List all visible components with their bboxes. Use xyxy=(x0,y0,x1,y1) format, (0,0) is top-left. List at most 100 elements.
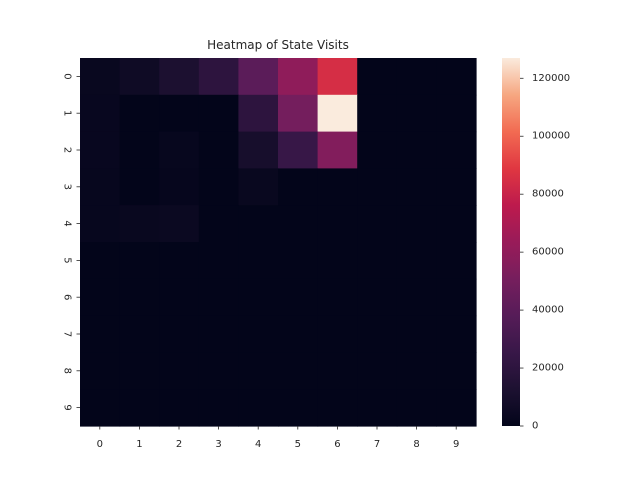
y-tick-label: 6 xyxy=(62,294,73,300)
heatmap-cell-4-7 xyxy=(357,205,398,243)
heatmap-cell-5-3 xyxy=(198,242,239,280)
heatmap-cell-4-6 xyxy=(317,205,358,243)
heatmap-cell-6-6 xyxy=(317,278,358,317)
heatmap-cell-1-3 xyxy=(198,94,239,133)
heatmap-cell-1-1 xyxy=(119,94,160,133)
heatmap-cell-2-8 xyxy=(396,131,437,169)
heatmap-cell-5-1 xyxy=(119,242,160,280)
heatmap-cell-1-2 xyxy=(159,94,200,133)
heatmap-cell-2-6 xyxy=(317,131,358,169)
heatmap-cell-2-5 xyxy=(278,131,319,169)
heatmap-cell-4-2 xyxy=(159,205,200,243)
colorbar-axis: 0 20000 40000 60000 80000 100000 120000 xyxy=(520,73,570,432)
x-axis: 0 1 2 3 4 5 6 7 8 9 xyxy=(97,426,459,450)
heatmap-cell-8-6 xyxy=(317,352,358,390)
heatmap-cell-5-9 xyxy=(436,242,477,280)
heatmap-cell-5-7 xyxy=(357,242,398,280)
colorbar-tick-label: 40000 xyxy=(532,305,564,316)
x-tick-label: 1 xyxy=(136,439,142,450)
colorbar xyxy=(502,58,520,426)
heatmap-cell-7-1 xyxy=(119,315,160,353)
heatmap-cell-7-6 xyxy=(317,315,358,353)
heatmap-cell-0-2 xyxy=(159,58,200,96)
heatmap-cell-0-7 xyxy=(357,58,398,96)
heatmap-cell-2-7 xyxy=(357,131,398,169)
x-tick-label: 6 xyxy=(334,439,340,450)
heatmap-cell-1-9 xyxy=(436,94,477,133)
heatmap-cell-3-3 xyxy=(198,168,239,206)
heatmap-cell-5-8 xyxy=(396,242,437,280)
heatmap-cell-4-8 xyxy=(396,205,437,243)
heatmap-cell-2-9 xyxy=(436,131,477,169)
heatmap-cell-5-5 xyxy=(278,242,319,280)
heatmap-cell-6-9 xyxy=(436,278,477,317)
heatmap-cell-4-4 xyxy=(238,205,279,243)
heatmap-cell-9-7 xyxy=(357,389,398,427)
x-tick-label: 5 xyxy=(295,439,301,450)
heatmap-cell-6-2 xyxy=(159,278,200,317)
heatmap-cell-3-8 xyxy=(396,168,437,206)
heatmap-cell-8-1 xyxy=(119,352,160,390)
heatmap-cell-2-4 xyxy=(238,131,279,169)
y-tick-label: 8 xyxy=(62,368,73,374)
heatmap-cell-0-0 xyxy=(80,58,121,96)
heatmap-cell-7-7 xyxy=(357,315,398,353)
heatmap-cell-6-7 xyxy=(357,278,398,317)
colorbar-tick-label: 60000 xyxy=(532,247,564,258)
heatmap-cell-1-4 xyxy=(238,94,279,133)
heatmap-cell-3-9 xyxy=(436,168,477,206)
heatmap-cell-5-4 xyxy=(238,242,279,280)
heatmap-cell-1-8 xyxy=(396,94,437,133)
heatmap-cell-4-0 xyxy=(80,205,121,243)
heatmap-cell-0-5 xyxy=(278,58,319,96)
heatmap-cell-8-4 xyxy=(238,352,279,390)
heatmap-cell-9-1 xyxy=(119,389,160,427)
y-tick-label: 2 xyxy=(62,147,73,153)
heatmap-cell-3-2 xyxy=(159,168,200,206)
heatmap-cell-6-3 xyxy=(198,278,239,317)
heatmap-cell-9-5 xyxy=(278,389,319,427)
heatmap-cell-6-5 xyxy=(278,278,319,317)
heatmap-cell-1-6 xyxy=(317,94,358,133)
heatmap-cell-5-0 xyxy=(80,242,121,280)
heatmap-cell-4-3 xyxy=(198,205,239,243)
heatmap-cell-7-4 xyxy=(238,315,279,353)
heatmap-cell-8-7 xyxy=(357,352,398,390)
colorbar-tick-label: 80000 xyxy=(532,189,564,200)
heatmap-cell-4-5 xyxy=(278,205,319,243)
x-tick-label: 3 xyxy=(215,439,221,450)
heatmap-cell-1-7 xyxy=(357,94,398,133)
heatmap-cell-1-5 xyxy=(278,94,319,133)
y-tick-label: 3 xyxy=(62,184,73,190)
heatmap-cell-4-1 xyxy=(119,205,160,243)
heatmap-cell-8-0 xyxy=(80,352,121,390)
heatmap-cell-2-0 xyxy=(80,131,121,169)
heatmap-cell-9-0 xyxy=(80,389,121,427)
y-tick-label: 4 xyxy=(62,220,73,226)
heatmap-cell-6-1 xyxy=(119,278,160,317)
y-tick-label: 0 xyxy=(62,73,73,79)
heatmap-cell-7-2 xyxy=(159,315,200,353)
heatmap-cell-0-3 xyxy=(198,58,239,96)
x-tick-label: 0 xyxy=(97,439,103,450)
y-tick-label: 9 xyxy=(62,404,73,410)
heatmap-cell-9-2 xyxy=(159,389,200,427)
heatmap-cell-7-3 xyxy=(198,315,239,353)
y-tick-label: 5 xyxy=(62,257,73,263)
colorbar-tick-label: 20000 xyxy=(532,363,564,374)
heatmap-cell-0-1 xyxy=(119,58,160,96)
x-tick-label: 7 xyxy=(374,439,380,450)
chart-title: Heatmap of State Visits xyxy=(207,38,349,52)
heatmap-cell-0-9 xyxy=(436,58,477,96)
heatmap-cell-2-1 xyxy=(119,131,160,169)
heatmap-cell-3-0 xyxy=(80,168,121,206)
heatmap-cell-2-2 xyxy=(159,131,200,169)
y-axis: 0 1 2 3 4 5 6 7 8 9 xyxy=(62,73,80,411)
heatmap-cell-9-3 xyxy=(198,389,239,427)
heatmap-cell-3-1 xyxy=(119,168,160,206)
heatmap-cell-8-5 xyxy=(278,352,319,390)
heatmap-cell-0-4 xyxy=(238,58,279,96)
heatmap-cell-5-6 xyxy=(317,242,358,280)
heatmap-cell-8-9 xyxy=(436,352,477,390)
x-tick-label: 2 xyxy=(176,439,182,450)
